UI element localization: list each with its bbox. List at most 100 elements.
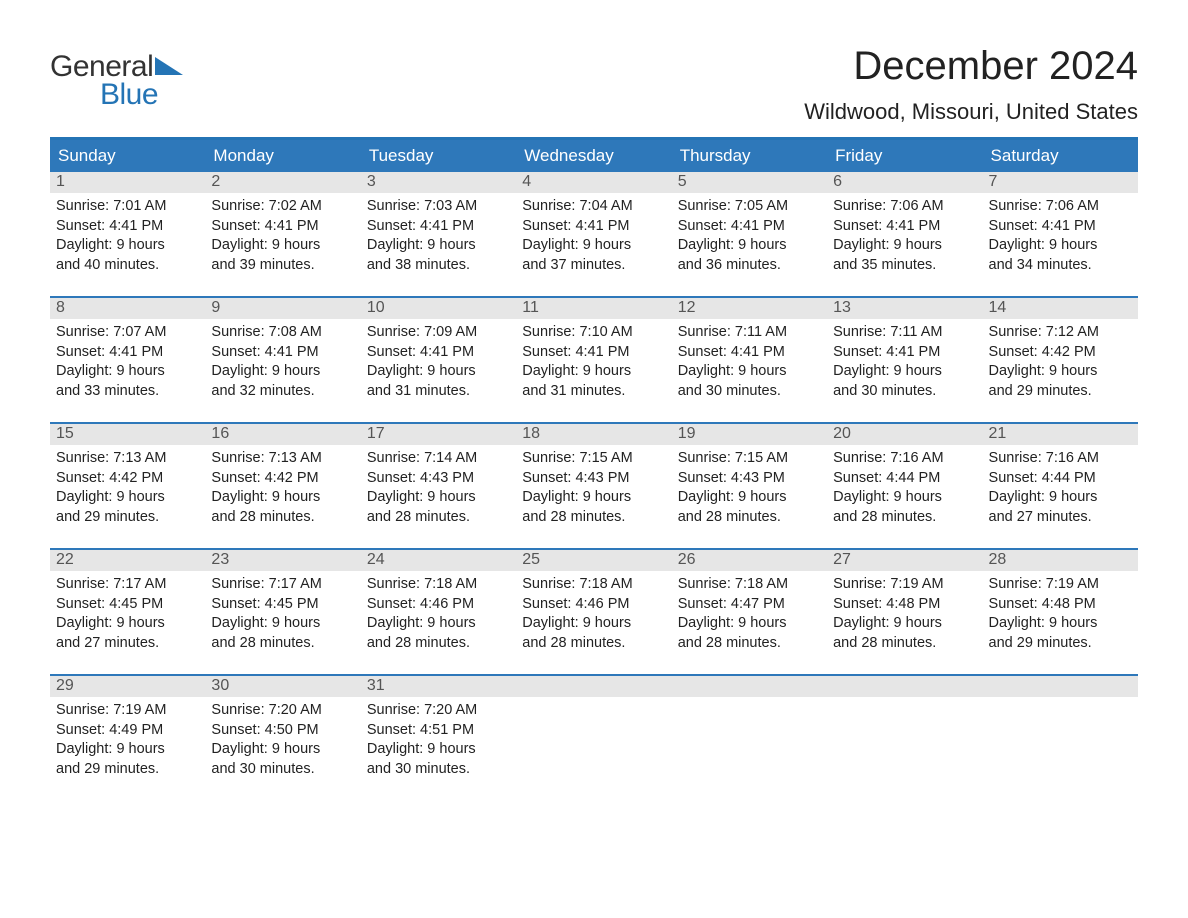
sunrise-line: Sunrise: 7:05 AM (678, 197, 821, 217)
day-cell: 16Sunrise: 7:13 AMSunset: 4:42 PMDayligh… (205, 424, 360, 534)
logo-word2: Blue (100, 78, 183, 112)
daylight-line2: and 38 minutes. (367, 256, 510, 276)
daylight-line1: Daylight: 9 hours (678, 362, 821, 382)
day-cell: 24Sunrise: 7:18 AMSunset: 4:46 PMDayligh… (361, 550, 516, 660)
day-body: Sunrise: 7:16 AMSunset: 4:44 PMDaylight:… (983, 445, 1138, 529)
sunset-line: Sunset: 4:41 PM (678, 343, 821, 363)
day-number-empty (672, 676, 827, 697)
daylight-line1: Daylight: 9 hours (678, 488, 821, 508)
sunrise-line: Sunrise: 7:15 AM (522, 449, 665, 469)
week-row: 29Sunrise: 7:19 AMSunset: 4:49 PMDayligh… (50, 674, 1138, 786)
day-number: 4 (516, 172, 671, 193)
daylight-line1: Daylight: 9 hours (833, 614, 976, 634)
daylight-line1: Daylight: 9 hours (522, 362, 665, 382)
day-number: 16 (205, 424, 360, 445)
daylight-line1: Daylight: 9 hours (56, 236, 199, 256)
day-body: Sunrise: 7:11 AMSunset: 4:41 PMDaylight:… (827, 319, 982, 403)
sunrise-line: Sunrise: 7:12 AM (989, 323, 1132, 343)
sunset-line: Sunset: 4:41 PM (522, 343, 665, 363)
daylight-line2: and 28 minutes. (522, 634, 665, 654)
day-cell: 28Sunrise: 7:19 AMSunset: 4:48 PMDayligh… (983, 550, 1138, 660)
sunset-line: Sunset: 4:41 PM (678, 217, 821, 237)
sunrise-line: Sunrise: 7:20 AM (211, 701, 354, 721)
day-number: 18 (516, 424, 671, 445)
day-cell (672, 676, 827, 786)
sunrise-line: Sunrise: 7:18 AM (522, 575, 665, 595)
day-number-empty (983, 676, 1138, 697)
day-header-row: SundayMondayTuesdayWednesdayThursdayFrid… (50, 140, 1138, 172)
day-number: 27 (827, 550, 982, 571)
daylight-line2: and 30 minutes. (678, 382, 821, 402)
daylight-line2: and 40 minutes. (56, 256, 199, 276)
daylight-line2: and 29 minutes. (989, 382, 1132, 402)
week-row: 22Sunrise: 7:17 AMSunset: 4:45 PMDayligh… (50, 548, 1138, 660)
daylight-line1: Daylight: 9 hours (989, 614, 1132, 634)
daylight-line1: Daylight: 9 hours (833, 362, 976, 382)
day-cell: 18Sunrise: 7:15 AMSunset: 4:43 PMDayligh… (516, 424, 671, 534)
sunrise-line: Sunrise: 7:19 AM (56, 701, 199, 721)
day-body: Sunrise: 7:13 AMSunset: 4:42 PMDaylight:… (50, 445, 205, 529)
day-cell: 23Sunrise: 7:17 AMSunset: 4:45 PMDayligh… (205, 550, 360, 660)
day-number: 23 (205, 550, 360, 571)
daylight-line2: and 30 minutes. (211, 760, 354, 780)
day-number: 7 (983, 172, 1138, 193)
daylight-line1: Daylight: 9 hours (989, 488, 1132, 508)
sunrise-line: Sunrise: 7:06 AM (833, 197, 976, 217)
sunset-line: Sunset: 4:43 PM (367, 469, 510, 489)
day-body: Sunrise: 7:08 AMSunset: 4:41 PMDaylight:… (205, 319, 360, 403)
daylight-line1: Daylight: 9 hours (56, 362, 199, 382)
day-cell: 19Sunrise: 7:15 AMSunset: 4:43 PMDayligh… (672, 424, 827, 534)
sunrise-line: Sunrise: 7:14 AM (367, 449, 510, 469)
daylight-line1: Daylight: 9 hours (367, 740, 510, 760)
day-body: Sunrise: 7:02 AMSunset: 4:41 PMDaylight:… (205, 193, 360, 277)
sunrise-line: Sunrise: 7:18 AM (367, 575, 510, 595)
location-label: Wildwood, Missouri, United States (804, 99, 1138, 125)
sunset-line: Sunset: 4:41 PM (367, 343, 510, 363)
day-body: Sunrise: 7:15 AMSunset: 4:43 PMDaylight:… (672, 445, 827, 529)
sunset-line: Sunset: 4:42 PM (989, 343, 1132, 363)
daylight-line2: and 28 minutes. (678, 634, 821, 654)
day-number: 26 (672, 550, 827, 571)
daylight-line2: and 28 minutes. (522, 508, 665, 528)
daylight-line2: and 28 minutes. (211, 634, 354, 654)
day-body: Sunrise: 7:11 AMSunset: 4:41 PMDaylight:… (672, 319, 827, 403)
daylight-line2: and 30 minutes. (367, 760, 510, 780)
day-body: Sunrise: 7:19 AMSunset: 4:48 PMDaylight:… (827, 571, 982, 655)
daylight-line1: Daylight: 9 hours (522, 614, 665, 634)
day-body: Sunrise: 7:06 AMSunset: 4:41 PMDaylight:… (827, 193, 982, 277)
daylight-line1: Daylight: 9 hours (367, 362, 510, 382)
sunset-line: Sunset: 4:48 PM (833, 595, 976, 615)
sunset-line: Sunset: 4:41 PM (56, 343, 199, 363)
day-number: 25 (516, 550, 671, 571)
logo: General Blue (50, 50, 183, 112)
day-number: 11 (516, 298, 671, 319)
day-number: 3 (361, 172, 516, 193)
sunrise-line: Sunrise: 7:04 AM (522, 197, 665, 217)
daylight-line2: and 28 minutes. (833, 508, 976, 528)
sunrise-line: Sunrise: 7:16 AM (833, 449, 976, 469)
day-number: 31 (361, 676, 516, 697)
day-cell: 26Sunrise: 7:18 AMSunset: 4:47 PMDayligh… (672, 550, 827, 660)
day-header: Sunday (50, 140, 205, 172)
sunset-line: Sunset: 4:43 PM (678, 469, 821, 489)
sunrise-line: Sunrise: 7:15 AM (678, 449, 821, 469)
day-body: Sunrise: 7:14 AMSunset: 4:43 PMDaylight:… (361, 445, 516, 529)
sunset-line: Sunset: 4:41 PM (833, 343, 976, 363)
sunset-line: Sunset: 4:51 PM (367, 721, 510, 741)
daylight-line2: and 28 minutes. (833, 634, 976, 654)
day-number: 8 (50, 298, 205, 319)
month-title: December 2024 (804, 44, 1138, 89)
day-number: 22 (50, 550, 205, 571)
day-cell: 10Sunrise: 7:09 AMSunset: 4:41 PMDayligh… (361, 298, 516, 408)
day-cell: 27Sunrise: 7:19 AMSunset: 4:48 PMDayligh… (827, 550, 982, 660)
day-body: Sunrise: 7:16 AMSunset: 4:44 PMDaylight:… (827, 445, 982, 529)
day-body: Sunrise: 7:19 AMSunset: 4:49 PMDaylight:… (50, 697, 205, 781)
day-number: 20 (827, 424, 982, 445)
day-body: Sunrise: 7:12 AMSunset: 4:42 PMDaylight:… (983, 319, 1138, 403)
day-body: Sunrise: 7:04 AMSunset: 4:41 PMDaylight:… (516, 193, 671, 277)
week-row: 1Sunrise: 7:01 AMSunset: 4:41 PMDaylight… (50, 172, 1138, 282)
topbar: General Blue December 2024 Wildwood, Mis… (50, 50, 1138, 125)
day-header: Monday (205, 140, 360, 172)
weeks-container: 1Sunrise: 7:01 AMSunset: 4:41 PMDaylight… (50, 172, 1138, 786)
sunset-line: Sunset: 4:41 PM (989, 217, 1132, 237)
